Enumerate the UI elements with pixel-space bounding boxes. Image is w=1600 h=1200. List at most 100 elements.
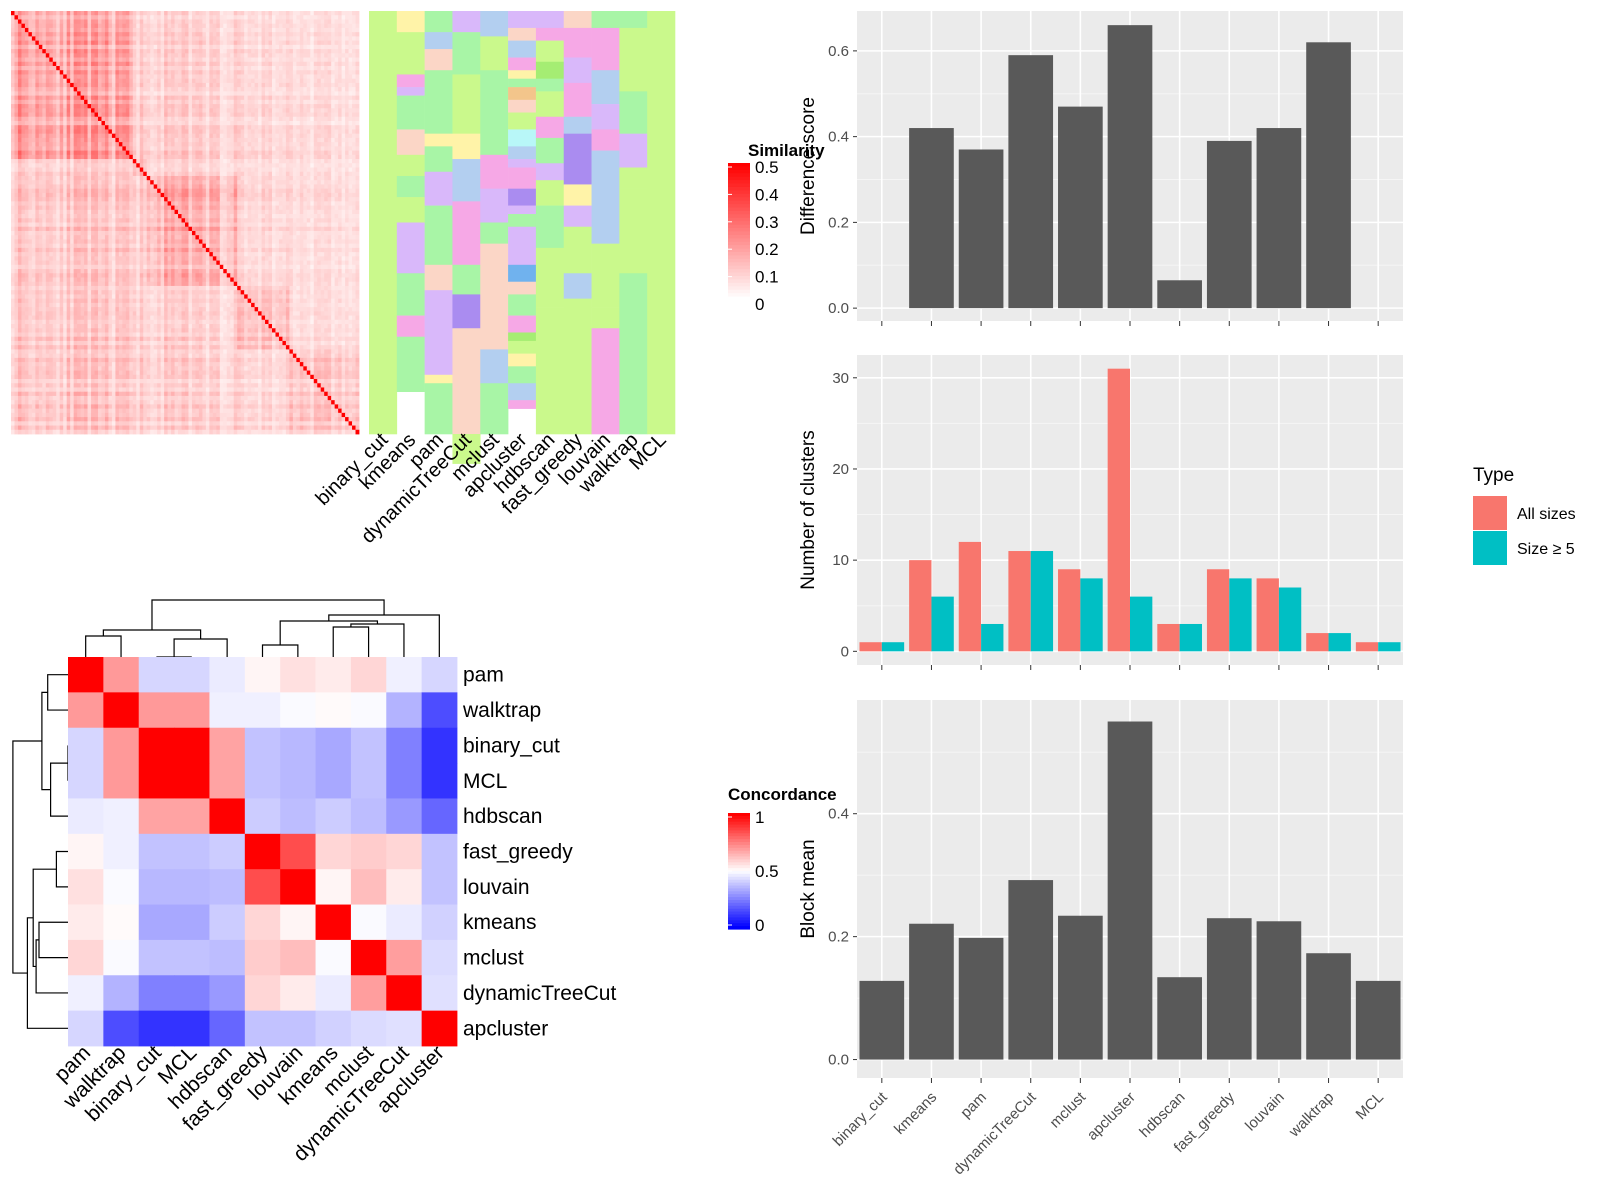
similarity-cell — [285, 19, 290, 25]
similarity-cell — [45, 108, 50, 113]
similarity-cell — [178, 70, 182, 75]
similarity-cell — [230, 87, 235, 92]
similarity-cell — [49, 171, 54, 177]
similarity-cell — [66, 95, 71, 101]
similarity-cell — [258, 78, 262, 84]
similarity-cell — [334, 74, 339, 80]
similarity-cell — [296, 125, 301, 130]
similarity-cell — [324, 36, 329, 42]
similarity-cell — [188, 214, 193, 219]
similarity-cell — [80, 40, 85, 46]
similarity-cell — [251, 150, 255, 156]
similarity-cell — [275, 180, 280, 185]
similarity-cell — [136, 125, 141, 130]
similarity-cell — [31, 205, 36, 211]
similarity-cell — [35, 19, 40, 25]
similarity-cell — [195, 78, 200, 84]
similarity-cell — [104, 11, 109, 16]
similarity-cell — [49, 154, 54, 160]
similarity-cell — [70, 167, 75, 173]
similarity-cell — [299, 61, 304, 67]
similarity-cell — [63, 146, 68, 151]
similarity-cell — [258, 53, 262, 58]
similarity-cell — [254, 209, 259, 215]
similarity-cell — [275, 205, 280, 211]
similarity-cell — [171, 78, 175, 84]
similarity-cell — [115, 150, 120, 156]
similarity-cell — [24, 104, 29, 109]
similarity-cell — [212, 171, 217, 177]
similarity-cell — [14, 218, 19, 223]
similarity-cell — [296, 218, 301, 223]
similarity-cell — [24, 108, 29, 113]
similarity-cell — [171, 27, 175, 33]
similarity-cell — [153, 27, 158, 33]
similarity-cell — [143, 44, 148, 50]
similarity-cell — [125, 82, 130, 88]
similarity-cell — [174, 27, 179, 33]
similarity-cell — [118, 82, 123, 88]
similarity-cell — [296, 74, 301, 80]
similarity-cell — [24, 82, 29, 88]
similarity-cell — [129, 49, 134, 54]
similarity-cell — [306, 218, 311, 223]
similarity-cell — [355, 209, 360, 215]
similarity-cell — [352, 19, 356, 25]
similarity-cell — [157, 112, 162, 118]
similarity-cell — [77, 137, 81, 143]
similarity-cell — [223, 49, 228, 54]
similarity-cell — [45, 175, 50, 181]
similarity-cell — [247, 108, 252, 113]
similarity-cell — [327, 125, 332, 130]
similarity-cell — [205, 146, 210, 151]
similarity-cell — [14, 163, 19, 168]
similarity-cell — [87, 125, 92, 130]
similarity-cell — [317, 11, 322, 16]
similarity-cell — [160, 205, 165, 211]
similarity-cell — [98, 78, 102, 84]
similarity-cell — [237, 95, 242, 101]
similarity-cell — [143, 209, 148, 215]
similarity-cell — [341, 57, 346, 63]
similarity-cell — [223, 65, 228, 71]
similarity-cell — [212, 15, 217, 20]
similarity-cell — [261, 214, 266, 219]
similarity-cell — [285, 49, 290, 54]
similarity-cell — [150, 218, 155, 223]
similarity-cell — [261, 11, 266, 16]
similarity-cell — [56, 197, 61, 202]
similarity-cell — [153, 99, 158, 105]
similarity-cell — [188, 163, 193, 168]
similarity-cell — [296, 167, 301, 173]
similarity-cell — [341, 188, 346, 194]
similarity-cell — [11, 70, 15, 75]
similarity-cell — [17, 154, 22, 160]
similarity-cell — [233, 129, 238, 135]
similarity-cell — [310, 167, 315, 173]
similarity-cell — [56, 11, 61, 16]
similarity-cell — [111, 53, 116, 58]
similarity-cell — [35, 91, 40, 96]
similarity-cell — [24, 23, 29, 29]
similarity-cell — [313, 95, 318, 101]
similarity-cell — [24, 209, 29, 215]
similarity-cell — [313, 78, 318, 84]
similarity-cell — [299, 108, 304, 113]
similarity-cell — [251, 15, 255, 20]
similarity-cell — [38, 49, 43, 54]
similarity-cell — [21, 53, 26, 58]
similarity-cell — [348, 40, 353, 46]
similarity-cell — [195, 116, 200, 122]
similarity-cell — [258, 133, 262, 139]
similarity-cell — [188, 87, 193, 92]
similarity-cell — [251, 70, 255, 75]
similarity-cell — [352, 120, 356, 126]
similarity-cell — [139, 125, 144, 130]
similarity-cell — [324, 112, 329, 118]
similarity-cell — [327, 74, 332, 80]
similarity-cell — [178, 154, 182, 160]
similarity-cell — [230, 91, 235, 96]
similarity-cell — [205, 99, 210, 105]
similarity-cell — [345, 209, 349, 215]
similarity-cell — [185, 95, 189, 101]
